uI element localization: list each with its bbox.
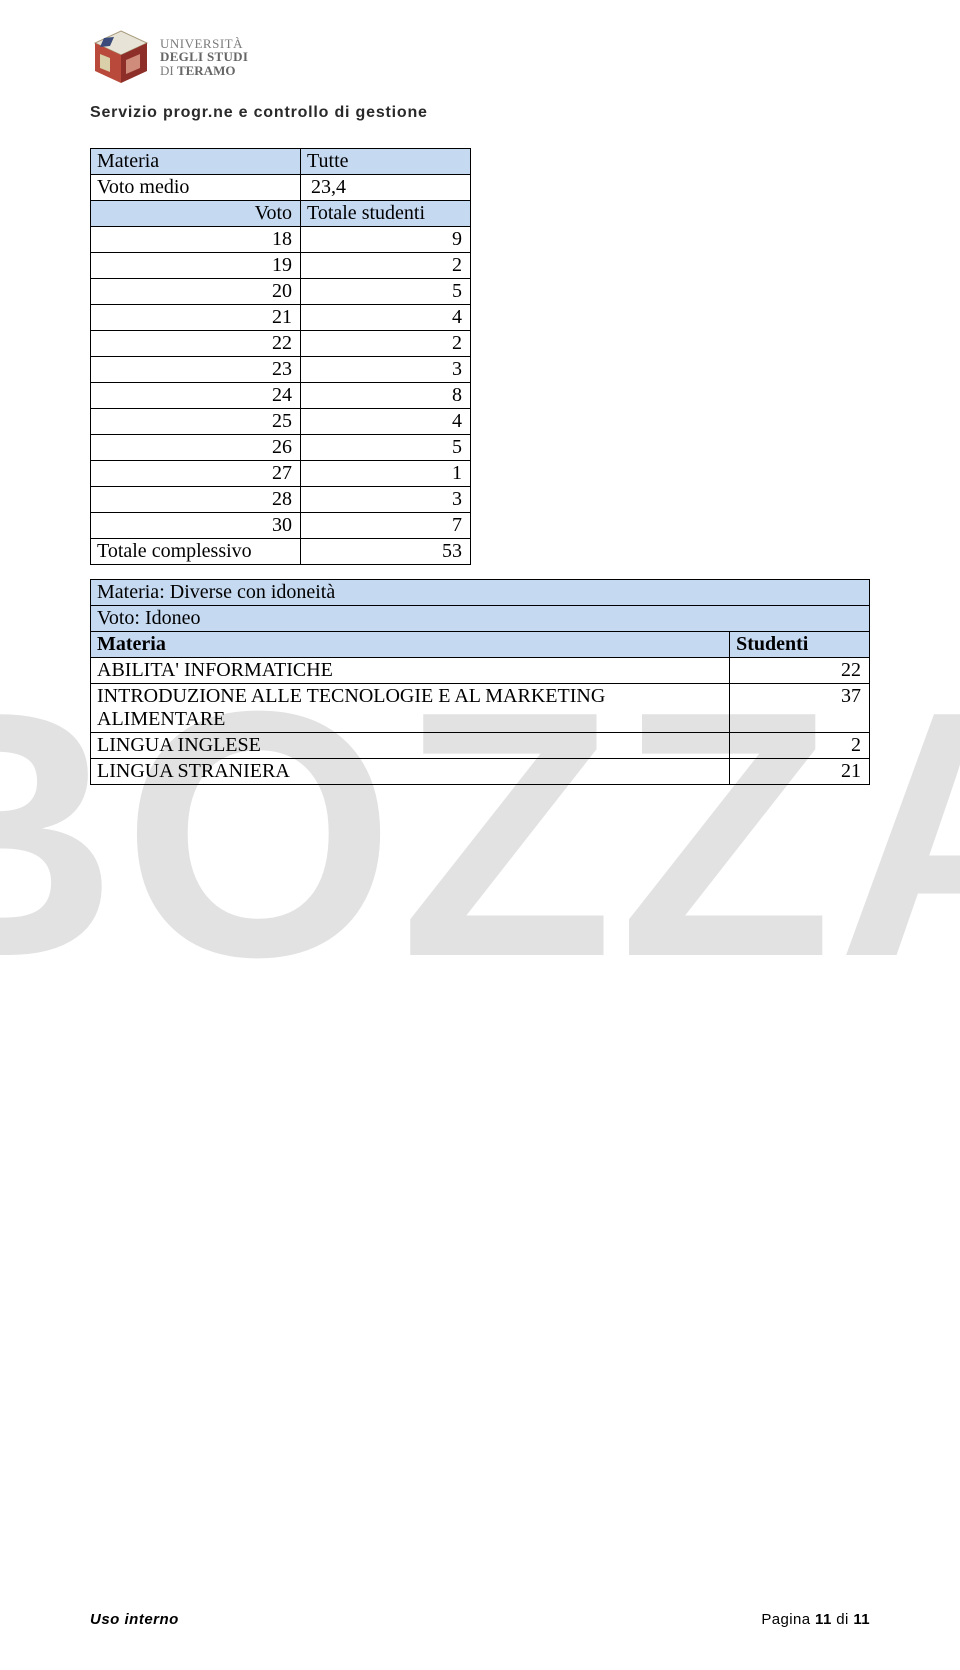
materia-col-name: Materia (91, 632, 730, 658)
logo-line-1: UNIVERSITÀ (160, 37, 248, 51)
page-footer: Uso interno Pagina 11 di 11 (90, 1611, 870, 1628)
materia-col-studenti: Studenti (730, 632, 870, 658)
votes-table: Materia Tutte Voto medio 23,4 Voto Total… (90, 148, 471, 565)
table-row: LINGUA STRANIERA21 (91, 759, 870, 785)
table-row: 233 (91, 357, 471, 383)
table-row: 265 (91, 435, 471, 461)
table-row: 254 (91, 409, 471, 435)
logo-text: UNIVERSITÀ DEGLI STUDI DI TERAMO (160, 37, 248, 78)
materia-info-row-1: Materia: Diverse con idoneità (91, 580, 870, 606)
materia-table: Materia: Diverse con idoneità Voto: Idon… (90, 579, 870, 785)
table-row: 222 (91, 331, 471, 357)
logo-line-2: DEGLI STUDI (160, 50, 248, 64)
table-row: 271 (91, 461, 471, 487)
table-row: 283 (91, 487, 471, 513)
university-logo-icon (90, 28, 152, 86)
table-row: LINGUA INGLESE2 (91, 733, 870, 759)
table-row: INTRODUZIONE ALLE TECNOLOGIE E AL MARKET… (91, 684, 870, 733)
content-area: UNIVERSITÀ DEGLI STUDI DI TERAMO Servizi… (90, 28, 870, 785)
votes-table-col-voto: Voto (91, 201, 301, 227)
votes-table-total-label: Totale complessivo (91, 539, 301, 565)
votes-table-total-value: 53 (301, 539, 471, 565)
page: BOZZA UNIVERSITÀ DEGLI STUDI DI TERAMO S… (0, 0, 960, 1670)
materia-info-row-2: Voto: Idoneo (91, 606, 870, 632)
votes-table-avg-value: 23,4 (301, 175, 471, 201)
votes-table-col-tot: Totale studenti (301, 201, 471, 227)
table-row: ABILITA' INFORMATICHE22 (91, 658, 870, 684)
votes-table-avg-label: Voto medio (91, 175, 301, 201)
logo-line-3: DI TERAMO (160, 64, 248, 78)
table-row: 248 (91, 383, 471, 409)
table-row: 214 (91, 305, 471, 331)
footer-left: Uso interno (90, 1611, 179, 1628)
table-row: 189 (91, 227, 471, 253)
votes-table-hdr-left: Materia (91, 149, 301, 175)
table-row: 192 (91, 253, 471, 279)
table-row: 205 (91, 279, 471, 305)
table-row: 307 (91, 513, 471, 539)
footer-right: Pagina 11 di 11 (761, 1611, 870, 1628)
logo-block: UNIVERSITÀ DEGLI STUDI DI TERAMO (90, 28, 870, 86)
votes-table-hdr-right: Tutte (301, 149, 471, 175)
department-name: Servizio progr.ne e controllo di gestion… (90, 104, 870, 122)
